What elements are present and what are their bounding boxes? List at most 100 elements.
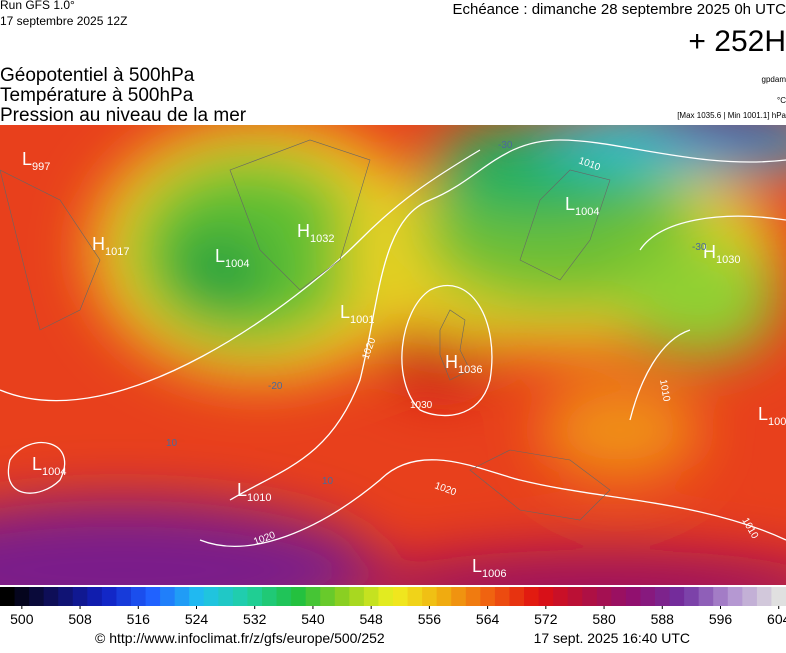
colorbar-cell — [0, 587, 16, 606]
pressure-center: L100 — [758, 404, 786, 428]
colorbar-cell — [771, 587, 786, 606]
colorbar-cell — [684, 587, 700, 606]
colorbar-label: 532 — [243, 611, 267, 627]
colorbar-cell — [524, 587, 540, 606]
colorbar-cell — [203, 587, 219, 606]
colorbar-cell — [669, 587, 685, 606]
colorbar-cell — [698, 587, 714, 606]
colorbar-cell — [14, 587, 30, 606]
colorbar-cell — [218, 587, 234, 606]
colorbar-label: 580 — [592, 611, 616, 627]
pressure-center: H1030 — [703, 242, 740, 266]
colorbar: 500 508 516 524 532 540 548 556 564 572 580 588 596 6… — [0, 587, 786, 627]
temperature-label: 10 — [322, 476, 334, 487]
center-value: 100 — [768, 416, 786, 428]
center-symbol: H — [703, 242, 716, 262]
colorbar-cell — [72, 587, 88, 606]
colorbar-label: 524 — [185, 611, 209, 627]
colorbar-cell — [596, 587, 612, 606]
colorbar-cell — [320, 587, 336, 606]
colorbar-cell — [87, 587, 103, 606]
pressure-center: H1017 — [92, 234, 129, 258]
colorbar-cell — [393, 587, 409, 606]
footer-url: © http://www.infoclimat.fr/z/gfs/europe/… — [95, 630, 385, 646]
center-symbol: H — [445, 352, 458, 372]
center-symbol: L — [32, 454, 42, 474]
colorbar-cell — [494, 587, 510, 606]
colorbar-cell — [116, 587, 132, 606]
pressure-center: L1004 — [32, 454, 67, 478]
colorbar-cell — [247, 587, 263, 606]
colorbar-cell — [349, 587, 365, 606]
center-value: 1036 — [458, 364, 482, 376]
footer-timestamp: 17 sept. 2025 16:40 UTC — [534, 630, 690, 646]
title-2: Température à 500hPa — [0, 85, 194, 106]
colorbar-cell — [727, 587, 743, 606]
colorbar-cell — [189, 587, 205, 606]
temperature-label: -30 — [692, 242, 707, 253]
colorbar-cell — [567, 587, 583, 606]
colorbar-cell — [101, 587, 117, 606]
lead-time: + 252H — [688, 25, 786, 58]
colorbar-cell — [276, 587, 292, 606]
unit-3: [Max 1035.6 | Min 1001.1] hPa — [677, 111, 786, 120]
colorbar-cell — [625, 587, 641, 606]
title-3: Pression au niveau de la mer — [0, 105, 247, 126]
colorbar-cell — [378, 587, 394, 606]
colorbar-cell — [655, 587, 671, 606]
center-value: 1004 — [42, 466, 66, 478]
center-value: 997 — [32, 161, 50, 173]
unit-2: °C — [777, 96, 786, 105]
colorbar-cell — [611, 587, 627, 606]
center-value: 1010 — [247, 492, 271, 504]
colorbar-cell — [407, 587, 423, 606]
temperature-label: 10 — [166, 438, 178, 449]
isobars — [0, 139, 786, 547]
colorbar-cell — [58, 587, 74, 606]
center-value: 1030 — [716, 254, 740, 266]
pressure-center: L1006 — [472, 556, 507, 580]
colorbar-cell — [262, 587, 278, 606]
isobar-label: 1030 — [410, 400, 433, 411]
colorbar-cell — [422, 587, 438, 606]
center-value: 1004 — [575, 206, 599, 218]
center-symbol: L — [758, 404, 768, 424]
colorbar-cell — [742, 587, 758, 606]
colorbar-cell — [538, 587, 554, 606]
pressure-center: L1004 — [565, 194, 600, 218]
colorbar-label: 596 — [709, 611, 733, 627]
temperature-label: -20 — [268, 381, 283, 392]
colorbar-cell — [363, 587, 379, 606]
colorbar-label: 572 — [534, 611, 558, 627]
colorbar-label: 604 — [767, 611, 786, 627]
title-1: Géopotentiel à 500hPa — [0, 65, 195, 86]
isobar-label: 1010 — [657, 379, 672, 403]
coastlines — [0, 139, 611, 521]
center-value: 1032 — [310, 233, 334, 245]
pressure-center: L1004 — [215, 246, 250, 270]
colorbar-cell — [713, 587, 729, 606]
center-symbol: L — [215, 246, 225, 266]
colorbar-cell — [436, 587, 452, 606]
colorbar-label: 508 — [68, 611, 92, 627]
colorbar-cell — [509, 587, 525, 606]
center-symbol: L — [565, 194, 575, 214]
pressure-center: L1010 — [237, 480, 272, 504]
colorbar-label: 500 — [10, 611, 34, 627]
center-value: 1006 — [482, 568, 506, 580]
colorbar-cell — [451, 587, 467, 606]
temperature-label: -30 — [498, 140, 513, 151]
unit-1: gpdam — [762, 75, 786, 84]
map-field — [0, 125, 786, 585]
colorbar-cell — [305, 587, 321, 606]
center-value: 1004 — [225, 258, 249, 270]
pressure-center: H1036 — [445, 352, 482, 376]
colorbar-cell — [465, 587, 481, 606]
colorbar-cell — [582, 587, 598, 606]
colorbar-cell — [29, 587, 45, 606]
center-value: 1001 — [350, 314, 374, 326]
center-symbol: L — [340, 302, 350, 322]
colorbar-label: 588 — [651, 611, 675, 627]
